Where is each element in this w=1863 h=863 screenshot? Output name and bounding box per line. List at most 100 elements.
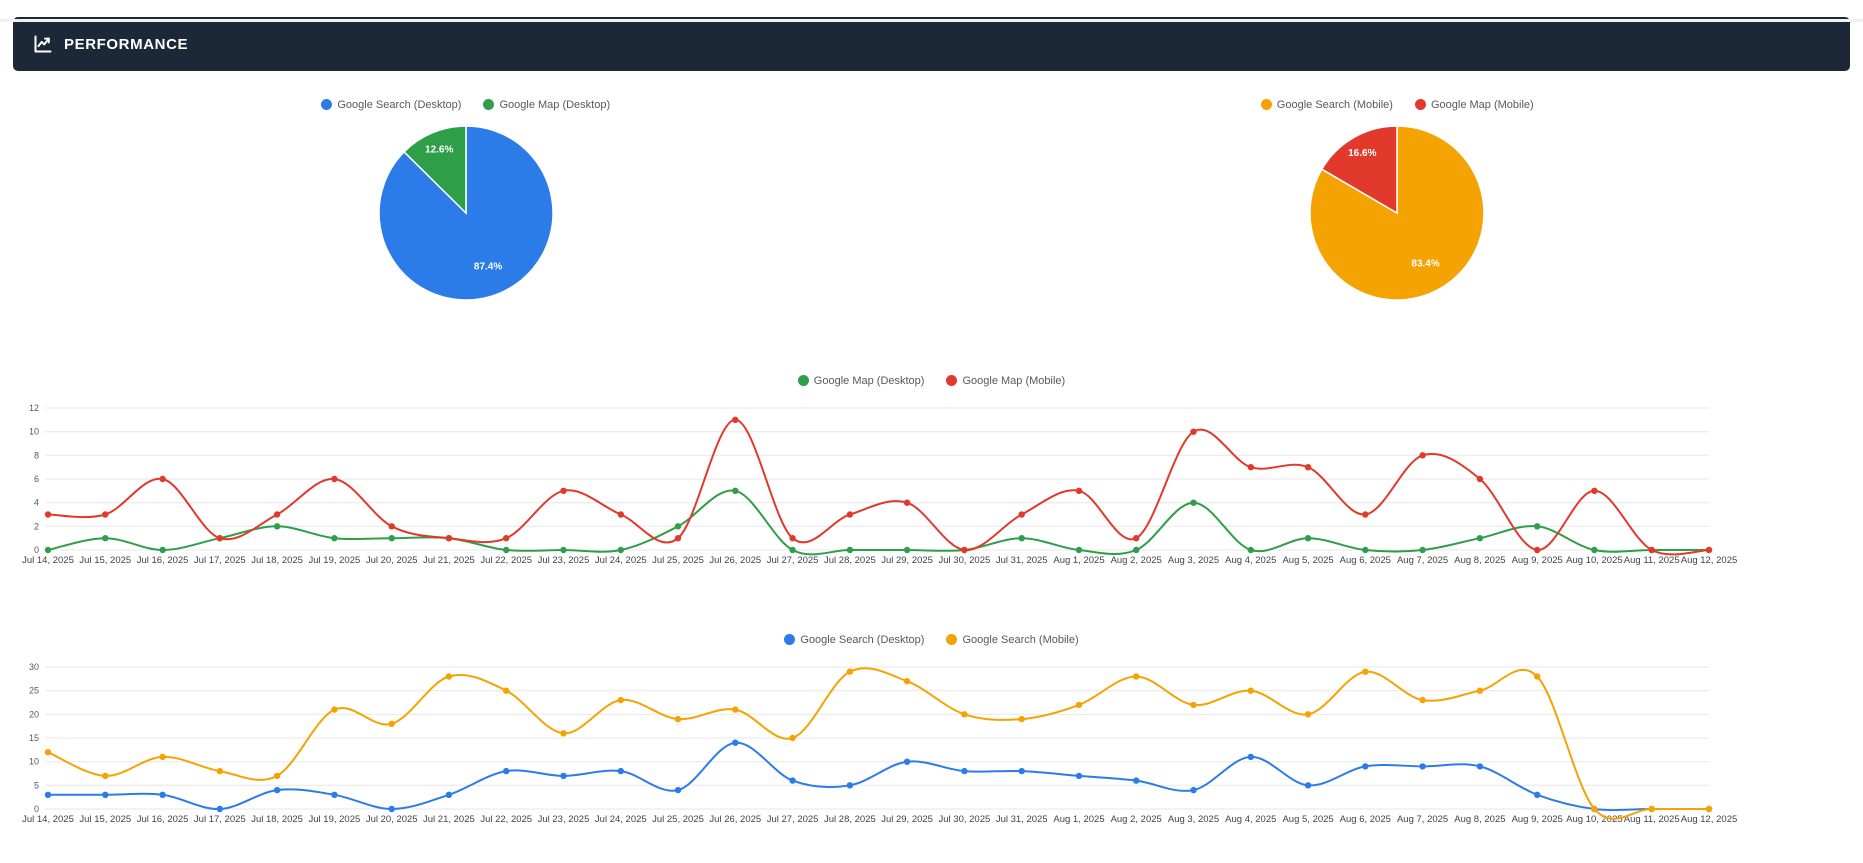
legend-color-dot [946, 634, 957, 645]
legend-color-dot [321, 99, 332, 110]
x-axis-tick: Aug 11, 2025 [1624, 555, 1680, 566]
data-point [1248, 688, 1254, 694]
data-point [389, 806, 395, 812]
x-axis-tick: Jul 30, 2025 [939, 814, 991, 825]
legend-color-dot [1415, 99, 1426, 110]
mobile-pie-legend: Google Search (Mobile)Google Map (Mobile… [1261, 98, 1534, 111]
data-point [961, 768, 967, 774]
x-axis-tick: Jul 22, 2025 [480, 555, 532, 566]
data-point [274, 523, 280, 529]
x-axis-tick: Jul 15, 2025 [79, 814, 131, 825]
data-point [45, 792, 51, 798]
legend-color-dot [483, 99, 494, 110]
data-point [1362, 669, 1368, 675]
data-point [732, 488, 738, 494]
series-line [48, 743, 1709, 810]
pie-charts-row: Google Search (Desktop)Google Map (Deskt… [0, 98, 1863, 308]
data-point [1076, 488, 1082, 494]
data-point [331, 706, 337, 712]
data-point [1133, 547, 1139, 553]
x-axis-tick: Jul 29, 2025 [881, 814, 933, 825]
mobile-pie-block: Google Search (Mobile)Google Map (Mobile… [932, 98, 1863, 308]
data-point [1649, 547, 1655, 553]
y-axis-tick: 8 [34, 450, 39, 460]
legend-label: Google Search (Mobile) [962, 634, 1078, 646]
x-axis-tick: Jul 20, 2025 [366, 555, 418, 566]
data-point [1019, 716, 1025, 722]
data-point [217, 806, 223, 812]
x-axis-tick: Jul 21, 2025 [423, 555, 475, 566]
data-point [1477, 535, 1483, 541]
data-point [847, 547, 853, 553]
legend-label: Google Search (Mobile) [1277, 99, 1393, 111]
pie-percent-label: 83.4% [1412, 258, 1440, 269]
x-axis-tick: Aug 6, 2025 [1340, 555, 1391, 566]
data-point [1019, 535, 1025, 541]
search-line-legend: Google Search (Desktop) Google Search (Mo… [0, 633, 1863, 646]
data-point [1419, 452, 1425, 458]
mobile-pie-chart[interactable]: 83.4%16.6% [1302, 118, 1492, 308]
x-axis-tick: Aug 1, 2025 [1053, 555, 1104, 566]
x-axis-tick: Aug 1, 2025 [1053, 814, 1104, 825]
y-axis-tick: 4 [34, 498, 39, 508]
data-point [961, 547, 967, 553]
y-axis-tick: 10 [29, 427, 39, 437]
x-axis-tick: Jul 17, 2025 [194, 555, 246, 566]
data-point [1248, 464, 1254, 470]
data-point [1248, 547, 1254, 553]
data-point [618, 511, 624, 517]
x-axis-tick: Aug 3, 2025 [1168, 555, 1219, 566]
data-point [1190, 500, 1196, 506]
legend-label: Google Search (Desktop) [800, 634, 924, 646]
data-point [446, 535, 452, 541]
x-axis-tick: Jul 31, 2025 [996, 555, 1048, 566]
data-point [904, 759, 910, 765]
data-point [274, 511, 280, 517]
y-axis-tick: 20 [29, 709, 39, 719]
data-point [1019, 511, 1025, 517]
legend-label: Google Map (Desktop) [814, 375, 925, 387]
x-axis-tick: Jul 24, 2025 [595, 555, 647, 566]
y-axis-tick: 15 [29, 733, 39, 743]
data-point [446, 673, 452, 679]
data-point [675, 523, 681, 529]
chart-line-icon [33, 34, 53, 54]
data-point [503, 768, 509, 774]
x-axis-tick: Jul 28, 2025 [824, 555, 876, 566]
x-axis-tick: Jul 18, 2025 [251, 555, 303, 566]
data-point [1133, 535, 1139, 541]
data-point [389, 523, 395, 529]
data-point [732, 417, 738, 423]
data-point [1190, 787, 1196, 793]
x-axis-tick: Aug 9, 2025 [1512, 555, 1563, 566]
data-point [1419, 697, 1425, 703]
data-point [904, 678, 910, 684]
data-point [1190, 702, 1196, 708]
data-point [1305, 535, 1311, 541]
legend-color-dot [1261, 99, 1272, 110]
x-axis-tick: Aug 3, 2025 [1168, 814, 1219, 825]
y-axis-tick: 6 [34, 474, 39, 484]
legend-item: Google Map (Desktop) [798, 375, 925, 387]
page-top-strip [0, 19, 1863, 22]
data-point [1477, 763, 1483, 769]
data-point [847, 669, 853, 675]
data-point [45, 511, 51, 517]
data-point [389, 535, 395, 541]
x-axis-tick: Jul 27, 2025 [767, 555, 819, 566]
x-axis-tick: Aug 5, 2025 [1282, 555, 1333, 566]
x-axis-tick: Jul 22, 2025 [480, 814, 532, 825]
data-point [1649, 806, 1655, 812]
x-axis-tick: Jul 14, 2025 [22, 555, 74, 566]
data-point [618, 768, 624, 774]
x-axis-tick: Jul 30, 2025 [939, 555, 991, 566]
x-axis-tick: Jul 19, 2025 [309, 555, 361, 566]
data-point [675, 535, 681, 541]
x-axis-tick: Aug 9, 2025 [1512, 814, 1563, 825]
map-line-chart-block: Google Map (Desktop)Google Map (Mobile) … [0, 374, 1863, 573]
data-point [1419, 763, 1425, 769]
desktop-pie-chart[interactable]: 87.4%12.6% [371, 118, 561, 308]
data-point [274, 773, 280, 779]
